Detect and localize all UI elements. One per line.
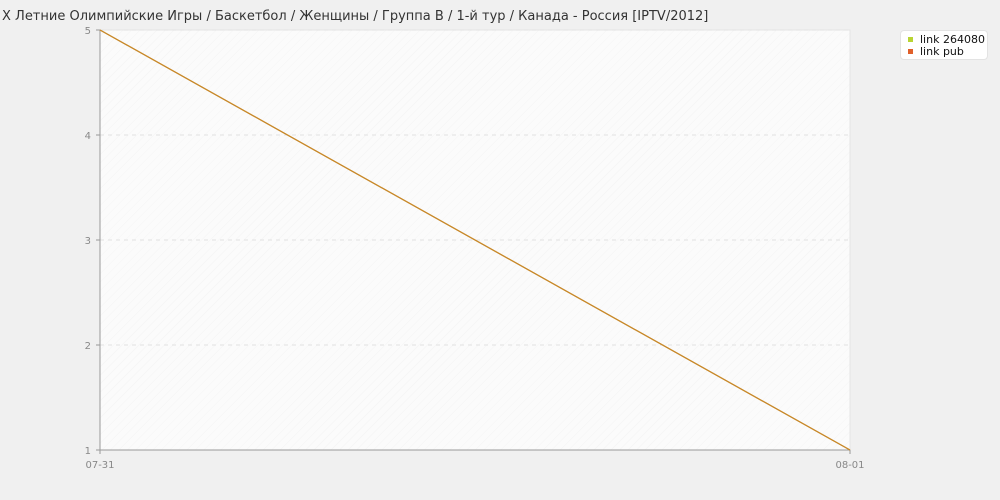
y-tick-label: 5 [85,26,91,37]
legend-item-link-264080[interactable]: link 264080 [908,34,987,46]
series-line-link-pub [99,29,851,451]
legend-label: link pub [920,45,964,58]
legend-item-link-pub[interactable]: link pub [908,46,987,58]
series [99,29,851,451]
legend-label: link 264080 [920,33,985,46]
gridlines [100,29,850,346]
y-tick-label: 2 [85,341,91,352]
y-tick-label: 1 [85,446,91,457]
legend-swatch [908,49,913,54]
x-tick-label: 08-01 [835,460,864,471]
y-tick-label: 4 [85,131,91,142]
x-tick-label: 07-31 [85,460,114,471]
ticks: 1 2 3 4 5 07-31 08-01 [85,26,865,471]
chart-title: X Летние Олимпийские Игры / Баскетбол / … [2,9,709,24]
legend-swatch [908,37,913,42]
legend: link 264080 link pub [900,30,988,60]
y-tick-label: 3 [85,236,91,247]
